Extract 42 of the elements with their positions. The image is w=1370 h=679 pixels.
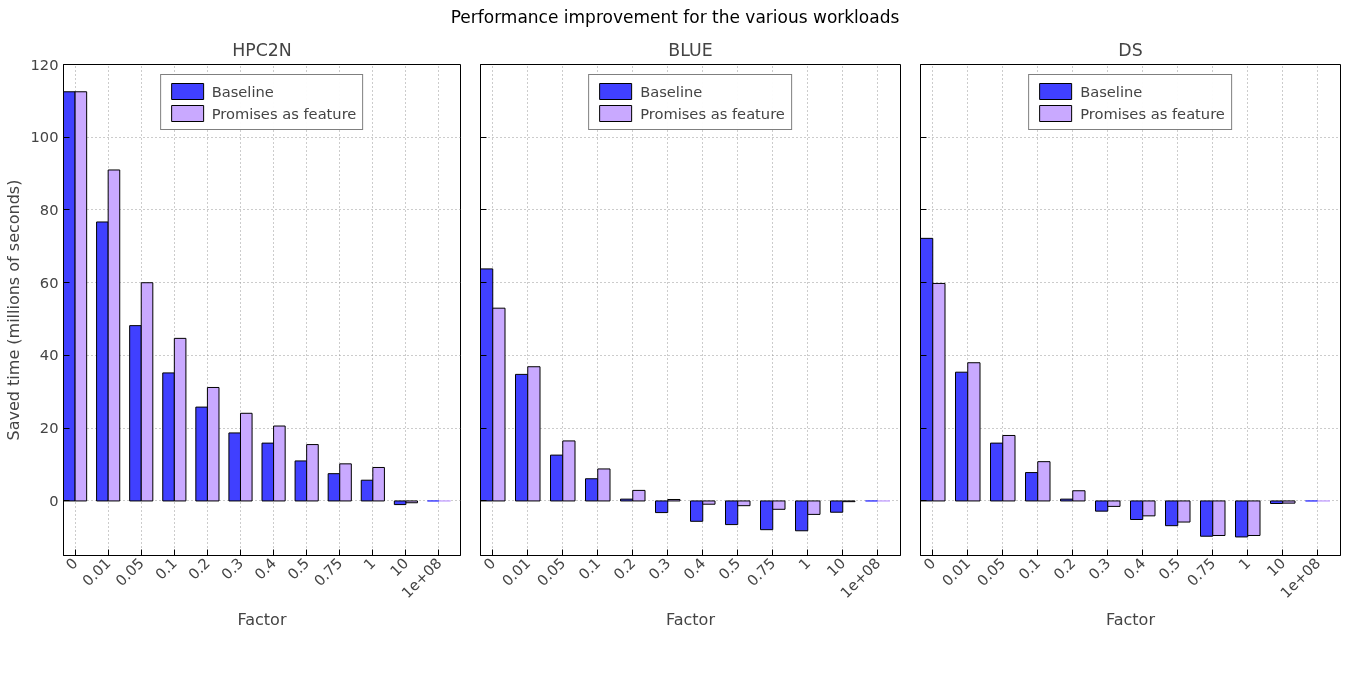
chart-title: HPC2N [232, 39, 292, 60]
text: Performance improvement for the various workloads [450, 6, 900, 29]
y-tick-label: 40 [39, 346, 59, 364]
x-tick-label: 0.3 [1084, 554, 1114, 583]
x-tick-label: 0 [479, 554, 499, 573]
x-tick-label: 0.1 [574, 554, 604, 583]
x-tick-label: 0.1 [151, 554, 180, 583]
y-axis-title: Saved time (millions of seconds) [3, 179, 23, 441]
legend-label: Promises as feature [211, 104, 357, 122]
x-tick-label: 0.4 [679, 554, 709, 583]
legend-label: Baseline [211, 82, 274, 100]
x-axis-title: Factor [1106, 610, 1156, 630]
chart-title: BLUE [668, 39, 713, 60]
legend-label: Promises as feature [1080, 104, 1225, 122]
y-tick-label: 60 [39, 273, 59, 291]
x-tick-label: 0.2 [609, 554, 639, 583]
x-tick-label: 0.3 [217, 554, 247, 583]
x-tick-label: 1 [794, 554, 814, 573]
x-tick-label: 0.5 [1154, 554, 1184, 583]
x-tick-label: 0.4 [250, 554, 280, 583]
x-tick-label: 0.5 [714, 554, 744, 583]
x-tick-label: 0.2 [1049, 554, 1079, 583]
y-tick-label: 20 [39, 419, 59, 437]
legend-label: Baseline [640, 82, 703, 100]
chart-title: DS [1118, 39, 1143, 60]
y-tick-label: 100 [30, 128, 59, 146]
x-axis-title: Factor [666, 610, 716, 630]
legend-label: Promises as feature [640, 104, 785, 122]
x-tick-label: 1 [1234, 554, 1254, 573]
y-tick-label: 120 [30, 55, 59, 73]
x-tick-label: 0 [919, 554, 939, 573]
x-tick-label: 0 [62, 554, 81, 573]
y-tick-label: 0 [49, 491, 59, 509]
x-tick-label: 0.4 [1119, 554, 1149, 583]
x-tick-label: 0.1 [1014, 554, 1044, 583]
y-tick-label: 80 [39, 200, 59, 218]
x-tick-label: 0.3 [644, 554, 674, 583]
x-tick-label: 1 [359, 554, 379, 573]
x-tick-label: 0.5 [283, 554, 313, 583]
legend-label: Baseline [1080, 82, 1143, 100]
x-tick-label: 0.2 [184, 554, 214, 583]
x-axis-title: Factor [237, 610, 287, 630]
